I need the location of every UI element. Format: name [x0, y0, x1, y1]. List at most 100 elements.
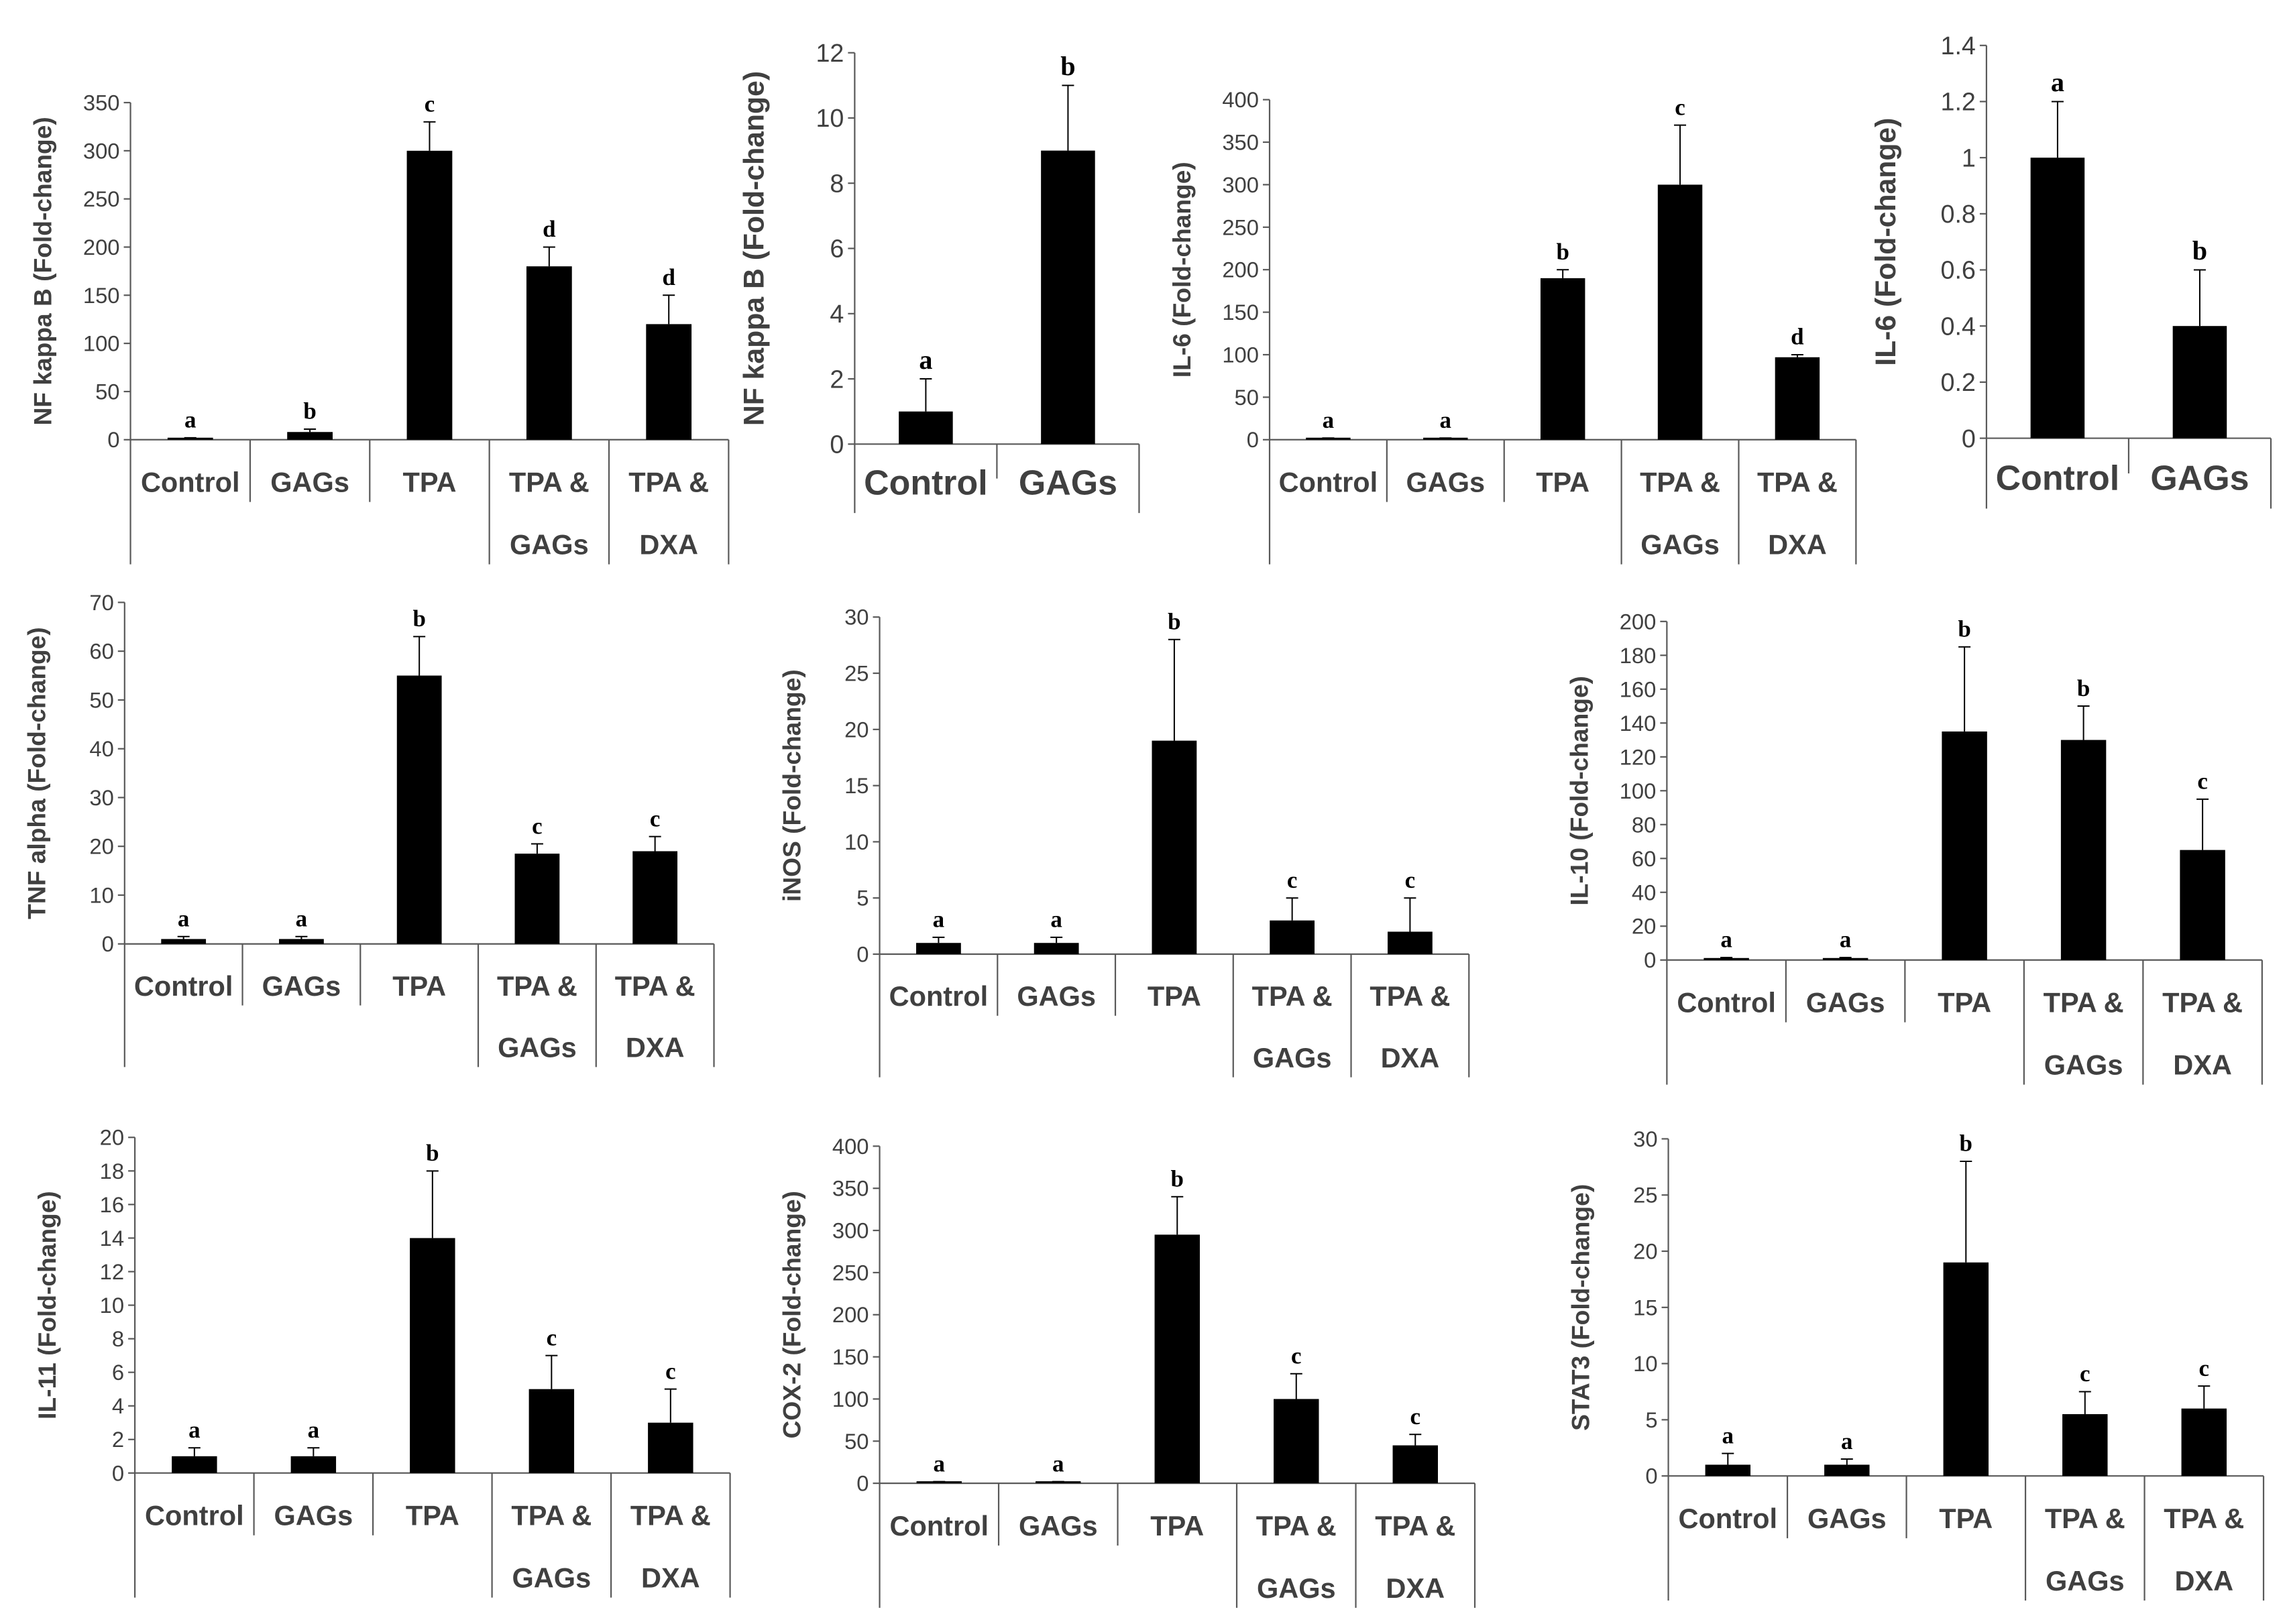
bar: [1942, 731, 1987, 960]
significance-letter: b: [1960, 1130, 1972, 1157]
significance-letter: a: [178, 906, 189, 932]
significance-letter: a: [184, 407, 196, 433]
bar: [1274, 1399, 1319, 1484]
category-label: TPA &: [2162, 987, 2243, 1019]
category-label: TPA &: [2045, 1503, 2125, 1534]
y-tick-label: 50: [95, 379, 119, 404]
y-tick-label: 60: [89, 639, 113, 664]
significance-letter: a: [1840, 927, 1851, 953]
bar: [528, 1389, 575, 1473]
y-tick-label: 6: [830, 235, 844, 263]
y-tick-label: 30: [1633, 1126, 1657, 1151]
category-label: TPA &: [511, 1500, 592, 1531]
y-tick-label: 400: [1222, 87, 1259, 112]
significance-letter: c: [2080, 1360, 2090, 1387]
category-label: Control: [1279, 467, 1378, 498]
y-tick-label: 0: [1645, 1464, 1657, 1489]
chart-panel: 0 2 4 6 8 10 12 NF kappa B (Fold-change) a Contro…: [738, 39, 1140, 514]
category-label: TPA &: [1757, 467, 1838, 498]
significance-letter: a: [1841, 1428, 1852, 1454]
y-tick-label: 16: [100, 1192, 124, 1217]
chart-panel: 0 50 100 150 200 250 300 350 400 IL-6 (Fold-chang…: [1168, 87, 1857, 565]
y-tick-label: 0.6: [1940, 256, 1975, 284]
bar: [1704, 958, 1749, 960]
y-tick-label: 4: [830, 300, 844, 328]
significance-letter: a: [1323, 407, 1334, 433]
category-label: DXA: [639, 529, 698, 561]
category-label: GAGs: [2046, 1565, 2125, 1597]
category-label: TPA: [1938, 987, 1991, 1019]
category-label: DXA: [2173, 1049, 2232, 1081]
category-label: GAGs: [1807, 1503, 1887, 1534]
y-tick-label: 15: [1633, 1295, 1657, 1320]
category-label: DXA: [626, 1032, 685, 1063]
category-label: Control: [1679, 1503, 1778, 1534]
category-label: TPA &: [1370, 980, 1450, 1012]
significance-letter: a: [188, 1417, 200, 1443]
category-label: DXA: [1386, 1572, 1445, 1604]
y-tick-label: 20: [89, 834, 113, 859]
category-label: TPA &: [497, 970, 577, 1002]
y-tick-label: 15: [844, 773, 869, 798]
bar: [290, 1456, 337, 1473]
bar: [287, 432, 333, 440]
significance-letter: c: [650, 805, 661, 831]
significance-letter: c: [547, 1324, 557, 1350]
significance-letter: c: [1410, 1403, 1420, 1430]
chart-panel: 0 5 10 15 20 25 30 iNOS (Fold-change) a Control a G…: [778, 605, 1470, 1078]
bar: [916, 943, 961, 955]
category-label: GAGs: [1019, 464, 1117, 503]
category-label: GAGs: [1806, 987, 1885, 1019]
y-axis-title: TNF alpha (Fold-change): [23, 627, 51, 919]
category-label: TPA: [402, 467, 456, 498]
category-label: GAGs: [1257, 1572, 1336, 1604]
y-tick-label: 0: [1247, 427, 1259, 452]
category-label: TPA &: [509, 467, 590, 498]
bar: [1822, 958, 1868, 960]
y-axis-title: IL-6 (Fold-change): [1168, 162, 1196, 378]
significance-letter: b: [1958, 616, 1970, 642]
category-label: TPA &: [1256, 1510, 1337, 1542]
category-label: TPA: [392, 970, 446, 1002]
significance-letter: b: [2192, 235, 2207, 266]
category-label: TPA: [1148, 980, 1201, 1012]
category-label: Control: [134, 970, 233, 1002]
y-tick-label: 300: [83, 138, 120, 163]
bar: [2180, 850, 2225, 960]
bar: [1775, 357, 1820, 440]
category-label: Control: [145, 1500, 244, 1531]
category-label: GAGs: [1019, 1510, 1098, 1542]
significance-letter: a: [933, 907, 944, 933]
significance-letter: a: [1440, 407, 1451, 433]
significance-letter: b: [412, 605, 425, 632]
y-tick-label: 1: [1962, 143, 1976, 172]
y-tick-label: 50: [844, 1429, 869, 1454]
y-tick-label: 150: [832, 1344, 869, 1369]
category-label: Control: [141, 467, 240, 498]
y-tick-label: 20: [844, 717, 869, 742]
y-axis-title: IL-6 (Fold-change): [1870, 118, 1902, 366]
bar: [2181, 1408, 2227, 1476]
bar: [1392, 1445, 1438, 1484]
y-tick-label: 8: [830, 169, 844, 197]
y-tick-label: 0: [112, 1460, 124, 1485]
significance-letter: c: [425, 91, 435, 117]
bar: [1154, 1234, 1200, 1484]
category-label: GAGs: [274, 1500, 353, 1531]
significance-letter: c: [1287, 867, 1298, 893]
bar: [279, 939, 324, 944]
bar: [410, 1238, 455, 1473]
y-axis-title: NF kappa B (Fold-change): [29, 117, 57, 425]
category-label: GAGs: [1017, 980, 1096, 1012]
y-tick-label: 100: [1222, 342, 1259, 367]
category-label: TPA &: [1640, 467, 1720, 498]
category-label: TPA &: [630, 1500, 711, 1531]
y-tick-label: 6: [112, 1360, 124, 1385]
bar: [632, 851, 678, 944]
chart-panel: 0 50 100 150 200 250 300 350 400 COX-2 (Fold-chan…: [778, 1134, 1476, 1608]
significance-letter: b: [1168, 608, 1180, 634]
category-label: TPA: [1939, 1503, 1993, 1534]
bar: [1705, 1464, 1751, 1476]
y-tick-label: 14: [100, 1226, 124, 1251]
category-label: TPA &: [628, 467, 709, 498]
